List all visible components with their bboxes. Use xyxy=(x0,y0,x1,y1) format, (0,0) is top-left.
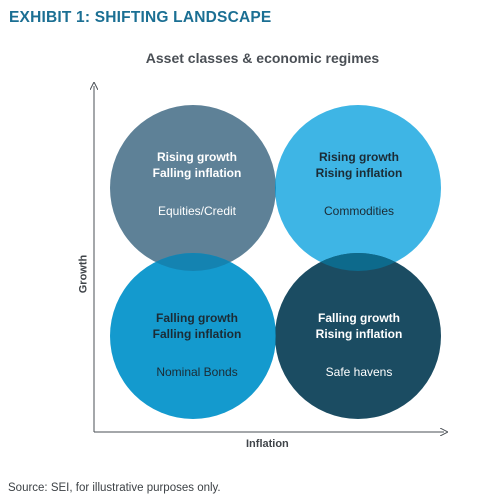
regime-line-1: Falling growth xyxy=(318,311,400,325)
asset-class-label: Equities/Credit xyxy=(157,204,237,218)
regime-line-1: Falling growth xyxy=(156,311,238,325)
asset-class-label: Safe havens xyxy=(325,365,393,379)
circle-bottom-left xyxy=(110,253,276,419)
y-axis-label: Growth xyxy=(77,254,90,294)
quadrant-top-right: Rising growth Rising inflation Commoditi… xyxy=(279,149,439,219)
quadrant-bottom-left: Falling growth Falling inflation Nominal… xyxy=(117,310,277,380)
regime-line-1: Rising growth xyxy=(319,150,399,164)
regime-line-1: Rising growth xyxy=(157,150,237,164)
exhibit-title: EXHIBIT 1: SHIFTING LANDSCAPE xyxy=(9,9,272,26)
chart-title: Asset classes & economic regimes xyxy=(145,50,380,66)
quadrant-top-left: Rising growth Falling inflation Equities… xyxy=(117,149,277,219)
circle-top-right xyxy=(275,105,441,271)
regime-line-2: Rising inflation xyxy=(315,166,403,180)
regime-line-2: Falling inflation xyxy=(152,166,242,180)
regime-line-2: Rising inflation xyxy=(315,327,403,341)
circle-bottom-right xyxy=(275,253,441,419)
regime-line-2: Falling inflation xyxy=(152,327,242,341)
asset-class-label: Commodities xyxy=(323,204,395,218)
asset-class-label: Nominal Bonds xyxy=(156,365,238,379)
source-note: Source: SEI, for illustrative purposes o… xyxy=(8,482,221,494)
x-axis-label: Inflation xyxy=(246,438,289,450)
quadrant-bottom-right: Falling growth Rising inflation Safe hav… xyxy=(279,310,439,380)
circle-top-left xyxy=(110,105,276,271)
